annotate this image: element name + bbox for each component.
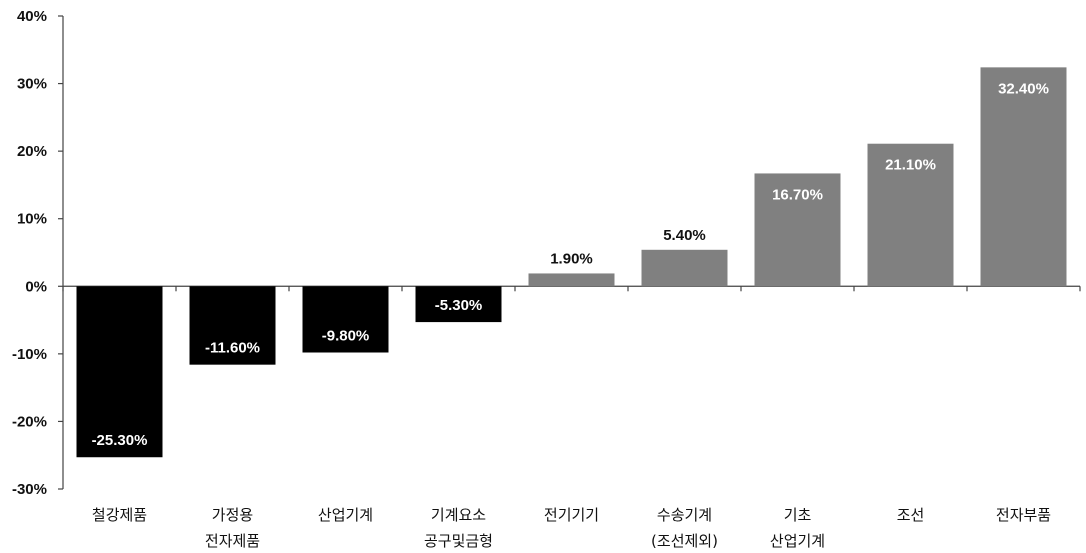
y-tick-label: 40% <box>17 8 47 25</box>
bar <box>754 173 841 287</box>
y-tick-label: 0% <box>25 278 47 295</box>
bar <box>189 286 276 365</box>
data-label: 16.70% <box>772 186 823 203</box>
x-tick-label: 철강제품 <box>92 506 147 524</box>
data-label: 5.40% <box>663 227 706 244</box>
x-tick-label: 공구및금형 <box>424 532 493 550</box>
bar <box>641 249 728 287</box>
data-label: 21.10% <box>885 157 936 174</box>
x-tick-label: 전기기기 <box>544 506 599 524</box>
bar <box>528 273 615 287</box>
bar <box>415 286 502 323</box>
data-label: 1.90% <box>550 250 593 267</box>
data-label: 32.40% <box>998 80 1049 97</box>
x-tick-label: 산업기계 <box>318 506 373 524</box>
data-label: -5.30% <box>435 297 483 314</box>
y-tick-label: 30% <box>17 76 47 93</box>
x-tick-label: 전자제품 <box>205 532 260 550</box>
data-label: -25.30% <box>92 432 148 449</box>
x-tick-label: 전자부품 <box>996 506 1051 524</box>
x-tick-label: 가정용 <box>212 506 253 524</box>
y-tick-label: -30% <box>12 481 47 498</box>
data-label: -11.60% <box>205 340 260 357</box>
x-tick-label: 조선 <box>897 506 925 524</box>
y-tick-label: -10% <box>12 346 47 363</box>
bar <box>76 286 163 458</box>
x-tick-label: 산업기계 <box>770 532 825 550</box>
bar <box>980 67 1067 287</box>
x-tick-label: 기계요소 <box>431 506 486 524</box>
y-tick-label: 10% <box>17 211 47 228</box>
x-tick-label: (조선제외) <box>651 532 718 550</box>
x-tick-label: 기초 <box>784 506 812 524</box>
bar <box>302 286 389 353</box>
y-tick-label: 20% <box>17 143 47 160</box>
data-label: -9.80% <box>322 328 370 345</box>
bar <box>867 143 954 287</box>
y-tick-label: -20% <box>12 413 47 430</box>
x-tick-label: 수송기계 <box>657 506 712 524</box>
